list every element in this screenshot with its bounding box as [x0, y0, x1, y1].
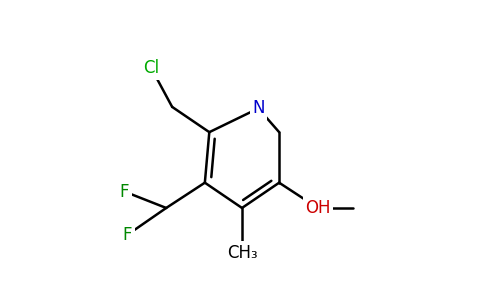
- Text: Cl: Cl: [143, 59, 159, 77]
- Text: F: F: [123, 226, 132, 244]
- Text: N: N: [252, 99, 265, 117]
- Text: OH: OH: [305, 199, 331, 217]
- Text: F: F: [120, 183, 129, 201]
- Text: CH₃: CH₃: [227, 244, 257, 262]
